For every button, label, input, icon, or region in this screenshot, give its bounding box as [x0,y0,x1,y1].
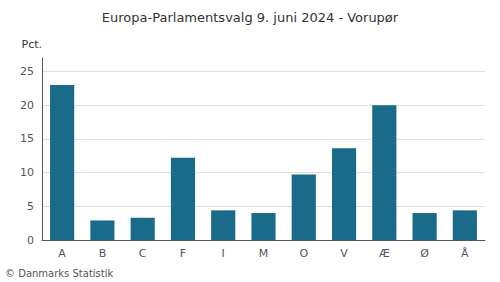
svg-text:0: 0 [27,234,34,247]
svg-text:Å: Å [461,247,469,260]
svg-text:© Danmarks Statistik: © Danmarks Statistik [5,268,114,279]
svg-text:10: 10 [20,166,34,179]
svg-text:V: V [340,247,348,260]
svg-text:F: F [180,247,186,260]
svg-text:Ø: Ø [420,247,429,260]
svg-text:B: B [99,247,107,260]
svg-text:20: 20 [20,99,34,112]
svg-text:Pct.: Pct. [22,38,43,51]
svg-text:I: I [222,247,225,260]
svg-text:5: 5 [27,200,34,213]
svg-text:Æ: Æ [379,247,390,260]
svg-text:A: A [58,247,66,260]
svg-text:Europa-Parlamentsvalg 9. juni: Europa-Parlamentsvalg 9. juni 2024 - Vor… [102,10,399,25]
svg-text:C: C [139,247,147,260]
svg-text:M: M [259,247,269,260]
svg-text:15: 15 [20,132,34,145]
svg-text:O: O [299,247,308,260]
svg-text:25: 25 [20,65,34,78]
